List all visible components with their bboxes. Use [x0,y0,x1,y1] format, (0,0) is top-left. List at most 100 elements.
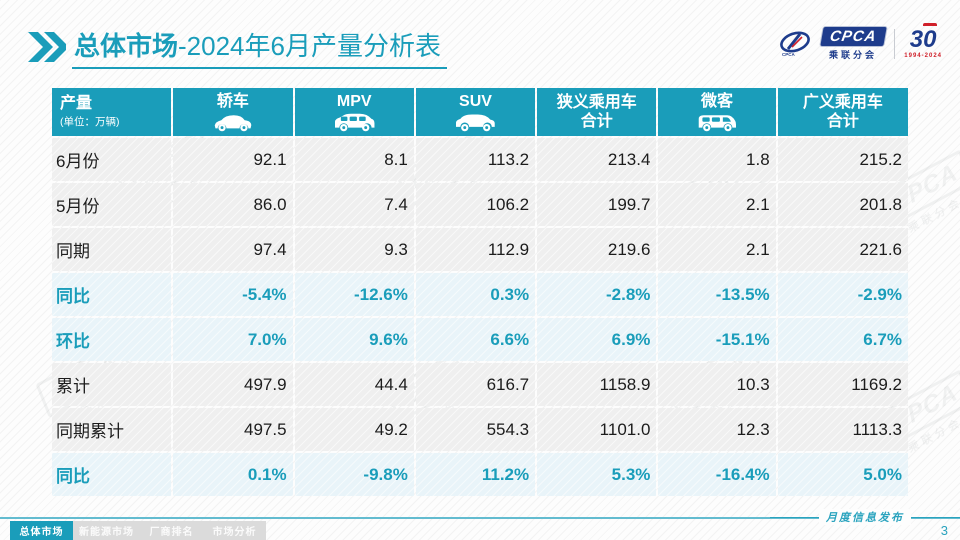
value-cell: -13.5% [658,273,776,316]
value-cell: 199.7 [537,183,657,226]
table-row: 累计 497.9 44.4 616.7 1158.9 10.3 1169.2 [52,363,908,406]
table-row: 环比 7.0% 9.6% 6.6% 6.9% -15.1% 6.7% [52,318,908,361]
column-header-sedan: 轿车 [173,88,293,136]
value-cell: -2.9% [777,273,908,316]
cpca-wordmark: CPCA 乘联分会 [818,26,888,61]
table-row: 同期 97.4 9.3 112.9 219.6 2.1 221.6 [52,228,908,271]
value-cell: 1101.0 [537,408,657,451]
column-header-total-5: 广义乘用车 合计 [777,88,908,136]
value-cell: 213.4 [537,138,657,181]
value-cell: -5.4% [173,273,293,316]
anniversary-years: 1994-2024 [904,53,942,59]
table-body: 6月份 92.1 8.1 113.2 213.4 1.8 215.2 5月份 86.0 7.4 10… [52,138,908,496]
value-cell: 497.5 [173,408,293,451]
value-cell: -12.6% [294,273,414,316]
value-cell: 8.1 [294,138,414,181]
footer-tab-1[interactable]: 总体市场 [10,521,73,540]
value-cell: 9.6% [294,318,414,361]
value-cell: 49.2 [294,408,414,451]
production-table: 产量 (单位：万辆) 轿车 MPV SUV 狭义乘用车 合计 微客 广义乘用车 合计 6月份 9… [50,86,910,498]
row-label: 6月份 [52,138,172,181]
production-table-wrap: 产量 (单位：万辆) 轿车 MPV SUV 狭义乘用车 合计 微客 广义乘用车 合计 6月份 9… [50,86,910,498]
double-chevron-icon [28,32,66,62]
value-cell: -16.4% [658,453,776,496]
cpca-swoosh-icon: CPCA [779,31,810,57]
value-cell: 1169.2 [777,363,908,406]
logo-divider [894,28,896,59]
value-cell: 97.4 [173,228,293,271]
footer-tab-3[interactable]: 厂商排名 [140,521,203,540]
value-cell: 2.1 [658,228,776,271]
footer-tab-2[interactable]: 新能源市场 [73,521,140,540]
value-cell: 92.1 [173,138,293,181]
page-title-subject: -2024年6月产量分析表 [178,30,441,61]
anniversary-digit-0: 0 [923,23,937,53]
anniversary-30-logo: 30 1994-2024 [904,23,942,59]
value-cell: 497.9 [173,363,293,406]
value-cell: 12.3 [658,408,776,451]
value-cell: 6.7% [777,318,908,361]
column-label: 轿车 [216,93,249,111]
release-banner: 月度信息发布 [770,509,960,525]
column-label: MPV [336,93,372,111]
page-number: 3 [940,523,948,538]
page-title: 总体市场-2024年6月产量分析表 [72,26,447,69]
column-header-microvan: 微客 [658,88,776,136]
value-cell: 1158.9 [537,363,657,406]
column-label: 微客 [701,93,734,111]
value-cell: 7.0% [173,318,293,361]
cpca-logo: CPCA CPCA 乘联分会 30 1994-2024 [778,23,942,61]
corner-header-cell: 产量 (单位：万辆) [52,88,172,136]
title-bar: 总体市场-2024年6月产量分析表 [28,24,940,70]
release-rule-right [911,516,960,518]
cpca-acronym: CPCA [818,26,888,47]
value-cell: 106.2 [415,183,536,226]
value-cell: 5.0% [777,453,908,496]
value-cell: 221.6 [777,228,908,271]
value-cell: -2.8% [537,273,657,316]
column-label-line2: 合计 [826,113,859,130]
value-cell: 616.7 [415,363,536,406]
row-label: 同比 [52,273,172,316]
value-cell: 215.2 [777,138,908,181]
value-cell: 2.1 [658,183,776,226]
value-cell: 554.3 [415,408,536,451]
corner-unit-label: (单位：万辆) [60,115,120,128]
row-label: 同期累计 [52,408,172,451]
row-label: 累计 [52,363,172,406]
anniversary-digit-3: 3 [909,26,924,53]
value-cell: 0.1% [173,453,293,496]
column-header-mpv: MPV [294,88,414,136]
value-cell: -9.8% [294,453,414,496]
value-cell: 6.9% [537,318,657,361]
table-row: 5月份 86.0 7.4 106.2 199.7 2.1 201.8 [52,183,908,226]
value-cell: 11.2% [415,453,536,496]
value-cell: 219.6 [537,228,657,271]
microvan-icon [698,114,737,131]
footer-rule [0,517,960,519]
row-label: 5月份 [52,183,172,226]
page-title-section: 总体市场 [74,30,179,61]
value-cell: 1.8 [658,138,776,181]
table-header-row: 产量 (单位：万辆) 轿车 MPV SUV 狭义乘用车 合计 微客 广义乘用车 合计 [52,88,908,136]
table-row: 同比 -5.4% -12.6% 0.3% -2.8% -13.5% -2.9% [52,273,908,316]
value-cell: 9.3 [294,228,414,271]
value-cell: 10.3 [658,363,776,406]
cpca-chinese-name: 乘联分会 [829,50,878,60]
footer-tab-4[interactable]: 市场分析 [203,521,266,540]
sedan-icon [214,114,252,131]
column-label: 广义乘用车 [802,93,883,111]
value-cell: 113.2 [415,138,536,181]
value-cell: 201.8 [777,183,908,226]
svg-text:CPCA: CPCA [782,52,796,57]
table-row: 6月份 92.1 8.1 113.2 213.4 1.8 215.2 [52,138,908,181]
row-label: 环比 [52,318,172,361]
column-header-total-3: 狭义乘用车 合计 [537,88,657,136]
release-label: 月度信息发布 [819,509,911,525]
column-label: 狭义乘用车 [556,93,637,111]
value-cell: 6.6% [415,318,536,361]
value-cell: 1113.3 [777,408,908,451]
column-label-line2: 合计 [580,113,613,130]
value-cell: 5.3% [537,453,657,496]
